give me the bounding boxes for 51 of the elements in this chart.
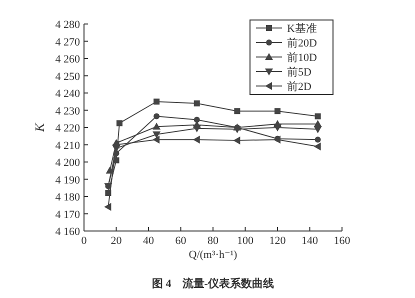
point [274,108,280,114]
point [192,125,201,132]
legend-label: 前5D [287,66,312,78]
y-tick-label: 4 250 [55,70,80,83]
point [314,142,321,150]
x-tick-label: 160 [334,235,351,247]
point [152,131,161,138]
x-tick-label: 20 [110,235,122,247]
text: 图 4 流量-仪表系数曲线 [152,277,274,290]
point [314,136,321,143]
y-tick-label: 4 190 [55,174,80,186]
y-tick-label: 4 230 [55,105,80,118]
point [192,136,200,144]
point [152,136,160,144]
y-tick-label: 4 260 [55,54,80,66]
legend-label: K基准 [287,22,317,35]
y-tick-label: 4 210 [55,140,80,152]
point [233,136,240,144]
x-tick-label: 60 [175,235,187,247]
point [234,108,240,114]
y-axis-title: K [32,122,47,133]
point [314,126,322,134]
point [314,113,321,120]
y-tick-label: 4 160 [55,226,80,238]
legend-label: 前2D [287,81,312,93]
y-tick-label: 4 240 [55,88,80,100]
point [104,202,112,211]
x-tick-label: 140 [302,235,318,247]
legend-label: 前10D [287,52,317,64]
point [194,116,200,123]
point [154,98,160,105]
point [112,140,120,149]
y-tick-label: 4 270 [55,36,80,48]
point [274,124,282,132]
x-tick-label: 120 [269,235,286,247]
point [194,100,200,106]
x-tick-label: 40 [143,235,154,247]
y-tick-label: 4 280 [55,19,80,31]
y-tick-label: 4 180 [55,192,80,204]
x-tick-label: 0 [81,235,88,247]
legend-label: 前20D [287,38,317,50]
x-tick-label: 100 [237,235,254,247]
point [233,126,242,134]
x-axis-title: Q/(m³·h⁻¹) [188,249,238,261]
point [154,113,160,120]
y-tick-label: 4 170 [55,208,80,221]
point [116,120,122,126]
x-tick-label: 80 [208,235,219,247]
point [152,122,161,130]
y-tick-label: 4 200 [55,157,80,169]
y-tick-label: 4 220 [55,122,80,134]
